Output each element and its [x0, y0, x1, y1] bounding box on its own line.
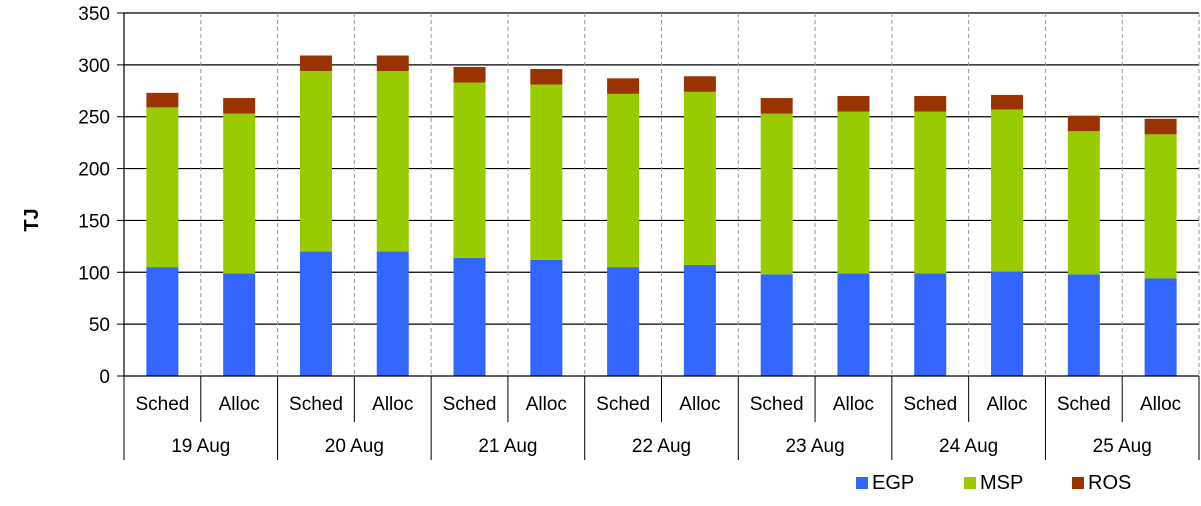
bar-msp-9	[837, 111, 870, 274]
y-tick-label: 50	[89, 315, 110, 336]
bar-ros-3	[376, 55, 409, 72]
bar-msp-6	[607, 93, 640, 268]
y-axis-label: TJ	[21, 208, 43, 231]
x-group-label: 25 Aug	[1093, 436, 1152, 457]
bar-msp-8	[760, 113, 793, 275]
axes	[117, 12, 1200, 460]
bar-ros-12	[1067, 115, 1100, 132]
y-tick-label: 300	[78, 56, 110, 77]
bar-ros-5	[530, 69, 563, 85]
bar-msp-10	[914, 111, 947, 274]
bar-egp-1	[223, 273, 256, 376]
legend-swatch-ros	[1072, 477, 1084, 489]
bar-msp-0	[146, 107, 179, 268]
x-subcategory-label: Alloc	[1140, 394, 1181, 415]
legend-swatch-msp	[964, 477, 976, 489]
x-subcategory-label: Sched	[1057, 394, 1111, 415]
bar-msp-1	[223, 113, 256, 274]
x-subcategory-label: Sched	[903, 394, 957, 415]
bar-egp-7	[683, 265, 716, 376]
bar-egp-0	[146, 267, 179, 376]
x-subcategory-label: Sched	[596, 394, 650, 415]
legend-swatch-egp	[856, 477, 868, 489]
bar-msp-11	[991, 109, 1024, 272]
bar-egp-12	[1067, 274, 1100, 376]
x-group-label: 20 Aug	[325, 436, 384, 457]
bar-egp-8	[760, 274, 793, 376]
bars	[146, 55, 1177, 376]
bar-ros-13	[1144, 118, 1177, 135]
x-subcategory-label: Sched	[135, 394, 189, 415]
bar-ros-4	[453, 66, 486, 83]
bar-ros-2	[299, 55, 332, 72]
x-subcategory-label: Sched	[750, 394, 804, 415]
bar-msp-4	[453, 82, 486, 258]
bar-egp-3	[376, 251, 409, 376]
x-axis-categories: Sched Alloc Sched Alloc Sched Alloc Sched Alloc…	[135, 394, 1181, 457]
x-group-label: 19 Aug	[171, 436, 230, 457]
y-tick-label: 0	[99, 367, 110, 388]
x-group-label: 23 Aug	[785, 436, 844, 457]
y-tick-label: 200	[78, 160, 110, 181]
x-group-label: 22 Aug	[632, 436, 691, 457]
x-subcategory-label: Alloc	[372, 394, 413, 415]
x-group-label: 21 Aug	[478, 436, 537, 457]
bar-msp-5	[530, 84, 563, 260]
bar-msp-7	[683, 91, 716, 266]
y-tick-label: 100	[78, 263, 110, 284]
y-tick-label: 150	[78, 211, 110, 232]
bar-ros-8	[760, 98, 793, 114]
bar-ros-11	[991, 94, 1024, 110]
y-tick-labels: 0 50 100 150 200 250 300 350	[78, 4, 110, 388]
legend-label-msp: MSP	[980, 472, 1023, 494]
bar-egp-13	[1144, 278, 1177, 376]
x-group-label: 24 Aug	[939, 436, 998, 457]
bar-ros-7	[683, 76, 716, 92]
legend-label-ros: ROS	[1088, 472, 1131, 494]
x-subcategory-label: Sched	[289, 394, 343, 415]
bar-egp-9	[837, 273, 870, 376]
x-subcategory-label: Alloc	[526, 394, 567, 415]
x-subcategory-label: Alloc	[833, 394, 874, 415]
x-subcategory-label: Alloc	[986, 394, 1027, 415]
x-subcategory-label: Alloc	[219, 394, 260, 415]
bar-egp-4	[453, 257, 486, 376]
x-subcategory-label: Sched	[443, 394, 497, 415]
bar-ros-9	[837, 95, 870, 112]
bar-msp-12	[1067, 131, 1100, 275]
bar-msp-3	[376, 71, 409, 252]
legend-label-egp: EGP	[872, 472, 914, 494]
bar-ros-1	[223, 98, 256, 114]
y-tick-label: 250	[78, 108, 110, 129]
legend: EGP MSP ROS	[856, 472, 1131, 494]
bar-ros-0	[146, 92, 179, 108]
gridlines	[124, 12, 1200, 376]
bar-egp-6	[607, 267, 640, 376]
bar-egp-10	[914, 273, 947, 376]
bar-ros-10	[914, 95, 947, 112]
x-subcategory-label: Alloc	[679, 394, 720, 415]
bar-ros-6	[607, 78, 640, 94]
bar-egp-2	[299, 251, 332, 376]
y-tick-label: 350	[78, 4, 110, 25]
bar-egp-5	[530, 259, 563, 376]
bar-egp-11	[991, 271, 1024, 376]
bar-msp-13	[1144, 134, 1177, 279]
bar-msp-2	[299, 71, 332, 252]
